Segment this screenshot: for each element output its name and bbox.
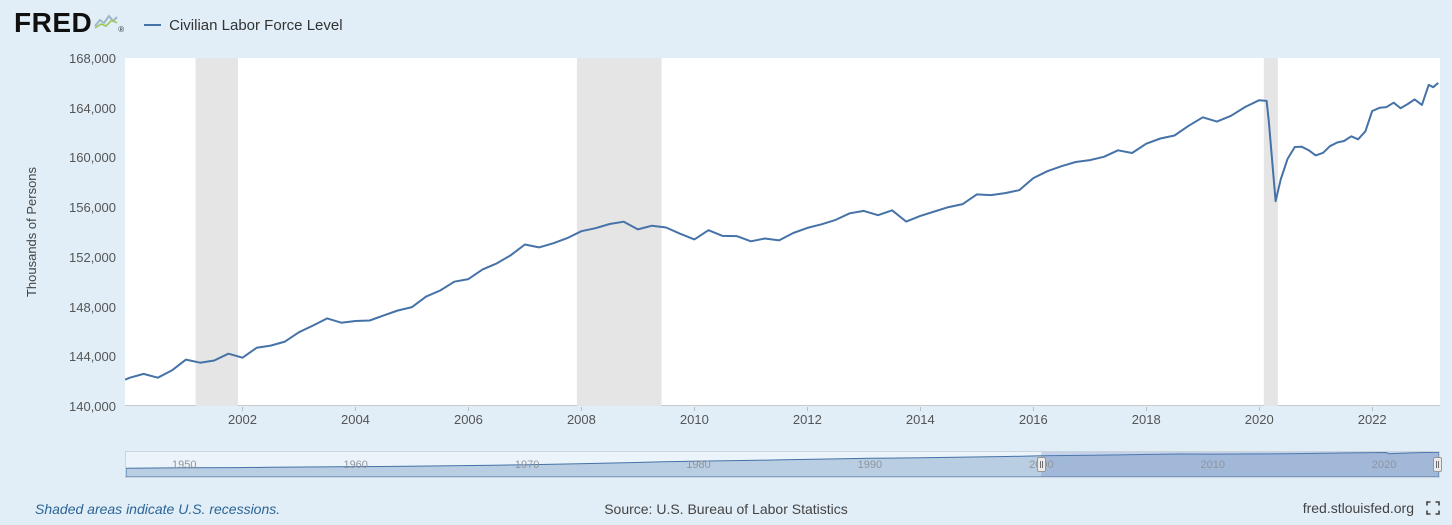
fred-site-link[interactable]: fred.stlouisfed.org bbox=[1302, 500, 1414, 516]
x-tick-mark bbox=[694, 407, 696, 411]
footer: Shaded areas indicate U.S. recessions. S… bbox=[0, 493, 1452, 525]
x-tick-mark bbox=[581, 407, 583, 411]
series-line bbox=[125, 82, 1439, 381]
fred-logo-text: FRED bbox=[14, 7, 93, 38]
x-tick-label: 2004 bbox=[340, 412, 370, 427]
y-tick-label: 164,000 bbox=[69, 100, 116, 116]
legend-label: Civilian Labor Force Level bbox=[169, 16, 343, 34]
y-tick-label: 160,000 bbox=[69, 150, 116, 166]
navigator-left-handle[interactable] bbox=[1037, 457, 1047, 472]
x-tick-label: 2020 bbox=[1244, 412, 1274, 427]
navigator-right-handle[interactable] bbox=[1433, 457, 1442, 472]
chart-plot-area[interactable] bbox=[125, 58, 1440, 406]
navigator-svg bbox=[126, 452, 1439, 477]
y-tick-label: 156,000 bbox=[69, 200, 116, 216]
navigator-area bbox=[126, 452, 1439, 477]
navigator-tick-label: 1990 bbox=[857, 459, 883, 471]
recession-band bbox=[1263, 58, 1278, 406]
navigator-tick-label: 2010 bbox=[1200, 459, 1225, 471]
fred-logo-sparkline-icon bbox=[92, 9, 118, 35]
registered-mark: ® bbox=[118, 25, 125, 34]
y-tick-label: 148,000 bbox=[69, 299, 116, 315]
x-tick-mark bbox=[920, 407, 922, 411]
x-tick-mark bbox=[807, 407, 809, 411]
x-tick-mark bbox=[1033, 407, 1035, 411]
fullscreen-expand-icon[interactable] bbox=[1426, 501, 1440, 515]
navigator-tick-label: 1950 bbox=[172, 459, 197, 471]
x-tick-label: 2002 bbox=[228, 412, 257, 427]
x-tick-label: 2006 bbox=[453, 412, 483, 427]
recession-band bbox=[195, 58, 238, 406]
y-tick-label: 152,000 bbox=[69, 249, 116, 265]
x-tick-label: 2018 bbox=[1131, 412, 1161, 427]
x-tick-label: 2008 bbox=[566, 412, 596, 427]
x-tick-label: 2014 bbox=[905, 412, 935, 427]
navigator-selected-range[interactable] bbox=[1041, 452, 1439, 477]
x-tick-mark bbox=[1146, 407, 1148, 411]
x-tick-mark bbox=[1259, 407, 1261, 411]
recession-note: Shaded areas indicate U.S. recessions. bbox=[35, 501, 281, 517]
source-text: Source: U.S. Bureau of Labor Statistics bbox=[604, 501, 848, 517]
x-tick-label: 2010 bbox=[679, 412, 709, 427]
navigator-tick-label: 1980 bbox=[686, 459, 711, 471]
x-tick-label: 2022 bbox=[1357, 412, 1387, 427]
x-tick-label: 2016 bbox=[1018, 412, 1048, 427]
y-tick-label: 168,000 bbox=[69, 51, 116, 66]
range-navigator[interactable]: 19501960197019801990200020102020 bbox=[125, 451, 1442, 478]
series-plot-svg bbox=[125, 58, 1439, 406]
x-tick-label: 2012 bbox=[792, 412, 822, 427]
x-tick-mark bbox=[242, 407, 244, 411]
y-tick-label: 144,000 bbox=[69, 349, 116, 365]
fred-logo[interactable]: FRED ® bbox=[14, 9, 124, 37]
header: FRED ® Civilian Labor Force Level bbox=[14, 9, 343, 37]
y-axis-title: Thousands of Persons bbox=[24, 166, 39, 298]
y-tick-label: 140,000 bbox=[69, 399, 116, 414]
x-tick-mark bbox=[1372, 407, 1374, 411]
recession-band bbox=[576, 58, 662, 406]
chart-legend: Civilian Labor Force Level bbox=[144, 16, 343, 34]
legend-line-sample bbox=[144, 24, 162, 26]
navigator-tick-label: 2020 bbox=[1371, 459, 1397, 471]
x-tick-mark bbox=[468, 407, 470, 411]
x-tick-mark bbox=[355, 407, 357, 411]
navigator-tick-label: 1960 bbox=[343, 459, 368, 471]
navigator-tick-label: 1970 bbox=[514, 459, 540, 471]
